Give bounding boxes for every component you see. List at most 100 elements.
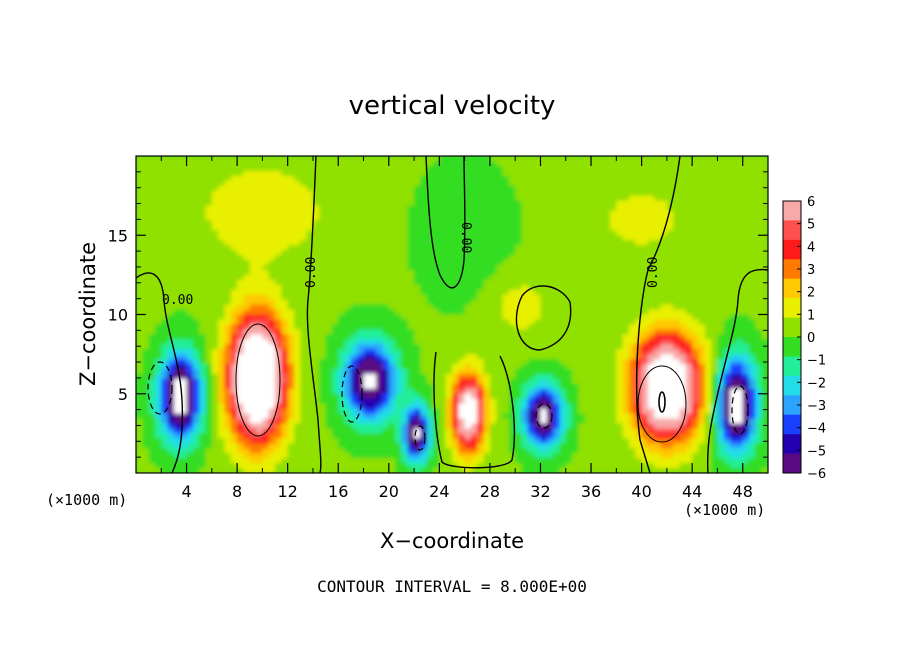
heatmap-cell [237, 195, 245, 202]
heatmap-cell [180, 383, 188, 390]
heatmap-cell [395, 230, 403, 237]
heatmap-cell [420, 438, 428, 445]
heatmap-cell [338, 289, 346, 296]
heatmap-cell [180, 185, 188, 192]
heatmap-cell [205, 235, 213, 241]
heatmap-cell [218, 210, 226, 217]
heatmap-cell [331, 373, 340, 380]
heatmap-cell [376, 349, 384, 355]
heatmap-cell [540, 299, 548, 306]
heatmap-cell [331, 260, 340, 266]
heatmap-cell [224, 364, 232, 370]
heatmap-cell [325, 354, 333, 360]
heatmap-cell [395, 279, 403, 286]
heatmap-cell [401, 304, 409, 311]
heatmap-cell [262, 388, 270, 395]
heatmap-cell [401, 354, 409, 360]
heatmap-cell [275, 225, 283, 232]
heatmap-cell [477, 378, 485, 385]
heatmap-cell [546, 413, 554, 420]
heatmap-cell [344, 364, 352, 370]
heatmap-cell [161, 383, 169, 390]
heatmap-cell [610, 443, 618, 450]
heatmap-cell [199, 319, 207, 326]
heatmap-cell [470, 205, 479, 212]
heatmap-cell [376, 413, 384, 420]
heatmap-cell [211, 180, 219, 187]
heatmap-cell [300, 185, 308, 192]
heatmap-cell [610, 284, 618, 291]
heatmap-cell [287, 413, 295, 420]
heatmap-cell [262, 339, 270, 346]
heatmap-cell [142, 185, 150, 192]
heatmap-cell [597, 359, 605, 365]
heatmap-cell [275, 245, 283, 251]
heatmap-cell [148, 468, 156, 473]
heatmap-cell [559, 190, 567, 197]
heatmap-cell [249, 309, 257, 316]
heatmap-cell [534, 250, 542, 256]
heatmap-cell [243, 274, 251, 281]
heatmap-cell [382, 279, 390, 286]
heatmap-cell [521, 240, 529, 246]
heatmap-cell [306, 388, 314, 395]
heatmap-cell [414, 294, 422, 301]
heatmap-cell [167, 255, 175, 261]
heatmap-cell [173, 438, 182, 445]
heatmap-cell [477, 279, 485, 286]
heatmap-cell [591, 413, 599, 420]
heatmap-cell [401, 299, 409, 306]
heatmap-cell [325, 324, 333, 331]
heatmap-cell [458, 215, 466, 222]
heatmap-cell [256, 428, 264, 435]
heatmap-cell [142, 180, 150, 187]
heatmap-cell [622, 180, 630, 187]
heatmap-cell [319, 433, 327, 440]
heatmap-cell [173, 190, 182, 197]
heatmap-cell [578, 156, 586, 162]
heatmap-cell [584, 294, 592, 301]
heatmap-cell [294, 160, 302, 167]
heatmap-cell [565, 448, 573, 454]
heatmap-cell [597, 398, 605, 405]
heatmap-cell [496, 175, 504, 182]
heatmap-cell [477, 423, 485, 430]
heatmap-cell [616, 344, 624, 350]
heatmap-cell [300, 373, 308, 380]
heatmap-cell [527, 250, 535, 256]
heatmap-cell [414, 314, 422, 321]
heatmap-cell [294, 190, 302, 197]
heatmap-cell [578, 170, 586, 177]
heatmap-cell [420, 413, 428, 420]
heatmap-cell [439, 175, 447, 182]
heatmap-cell [534, 289, 542, 296]
heatmap-cell [350, 240, 358, 246]
heatmap-cell [237, 349, 245, 355]
heatmap-cell [426, 393, 434, 400]
heatmap-cell [205, 413, 213, 420]
heatmap-cell [262, 314, 270, 321]
heatmap-cell [395, 170, 403, 177]
heatmap-cell [142, 260, 150, 266]
heatmap-cell [350, 443, 358, 450]
heatmap-cell [433, 453, 441, 459]
heatmap-cell [294, 468, 302, 473]
heatmap-cell [275, 250, 283, 256]
heatmap-cell [414, 373, 422, 380]
heatmap-cell [148, 299, 156, 306]
heatmap-cell [148, 195, 156, 202]
heatmap-cell [584, 215, 592, 222]
heatmap-cell [262, 240, 270, 246]
heatmap-cell [616, 463, 624, 469]
heatmap-cell [369, 299, 377, 306]
heatmap-cell [186, 383, 194, 390]
heatmap-cell [148, 398, 156, 405]
heatmap-cell [237, 180, 245, 187]
heatmap-cell [205, 448, 213, 454]
heatmap-cell [610, 289, 618, 296]
heatmap-cell [597, 225, 605, 232]
heatmap-cell [458, 319, 466, 326]
heatmap-cell [382, 240, 390, 246]
heatmap-cell [508, 289, 516, 296]
heatmap-cell [312, 175, 321, 182]
